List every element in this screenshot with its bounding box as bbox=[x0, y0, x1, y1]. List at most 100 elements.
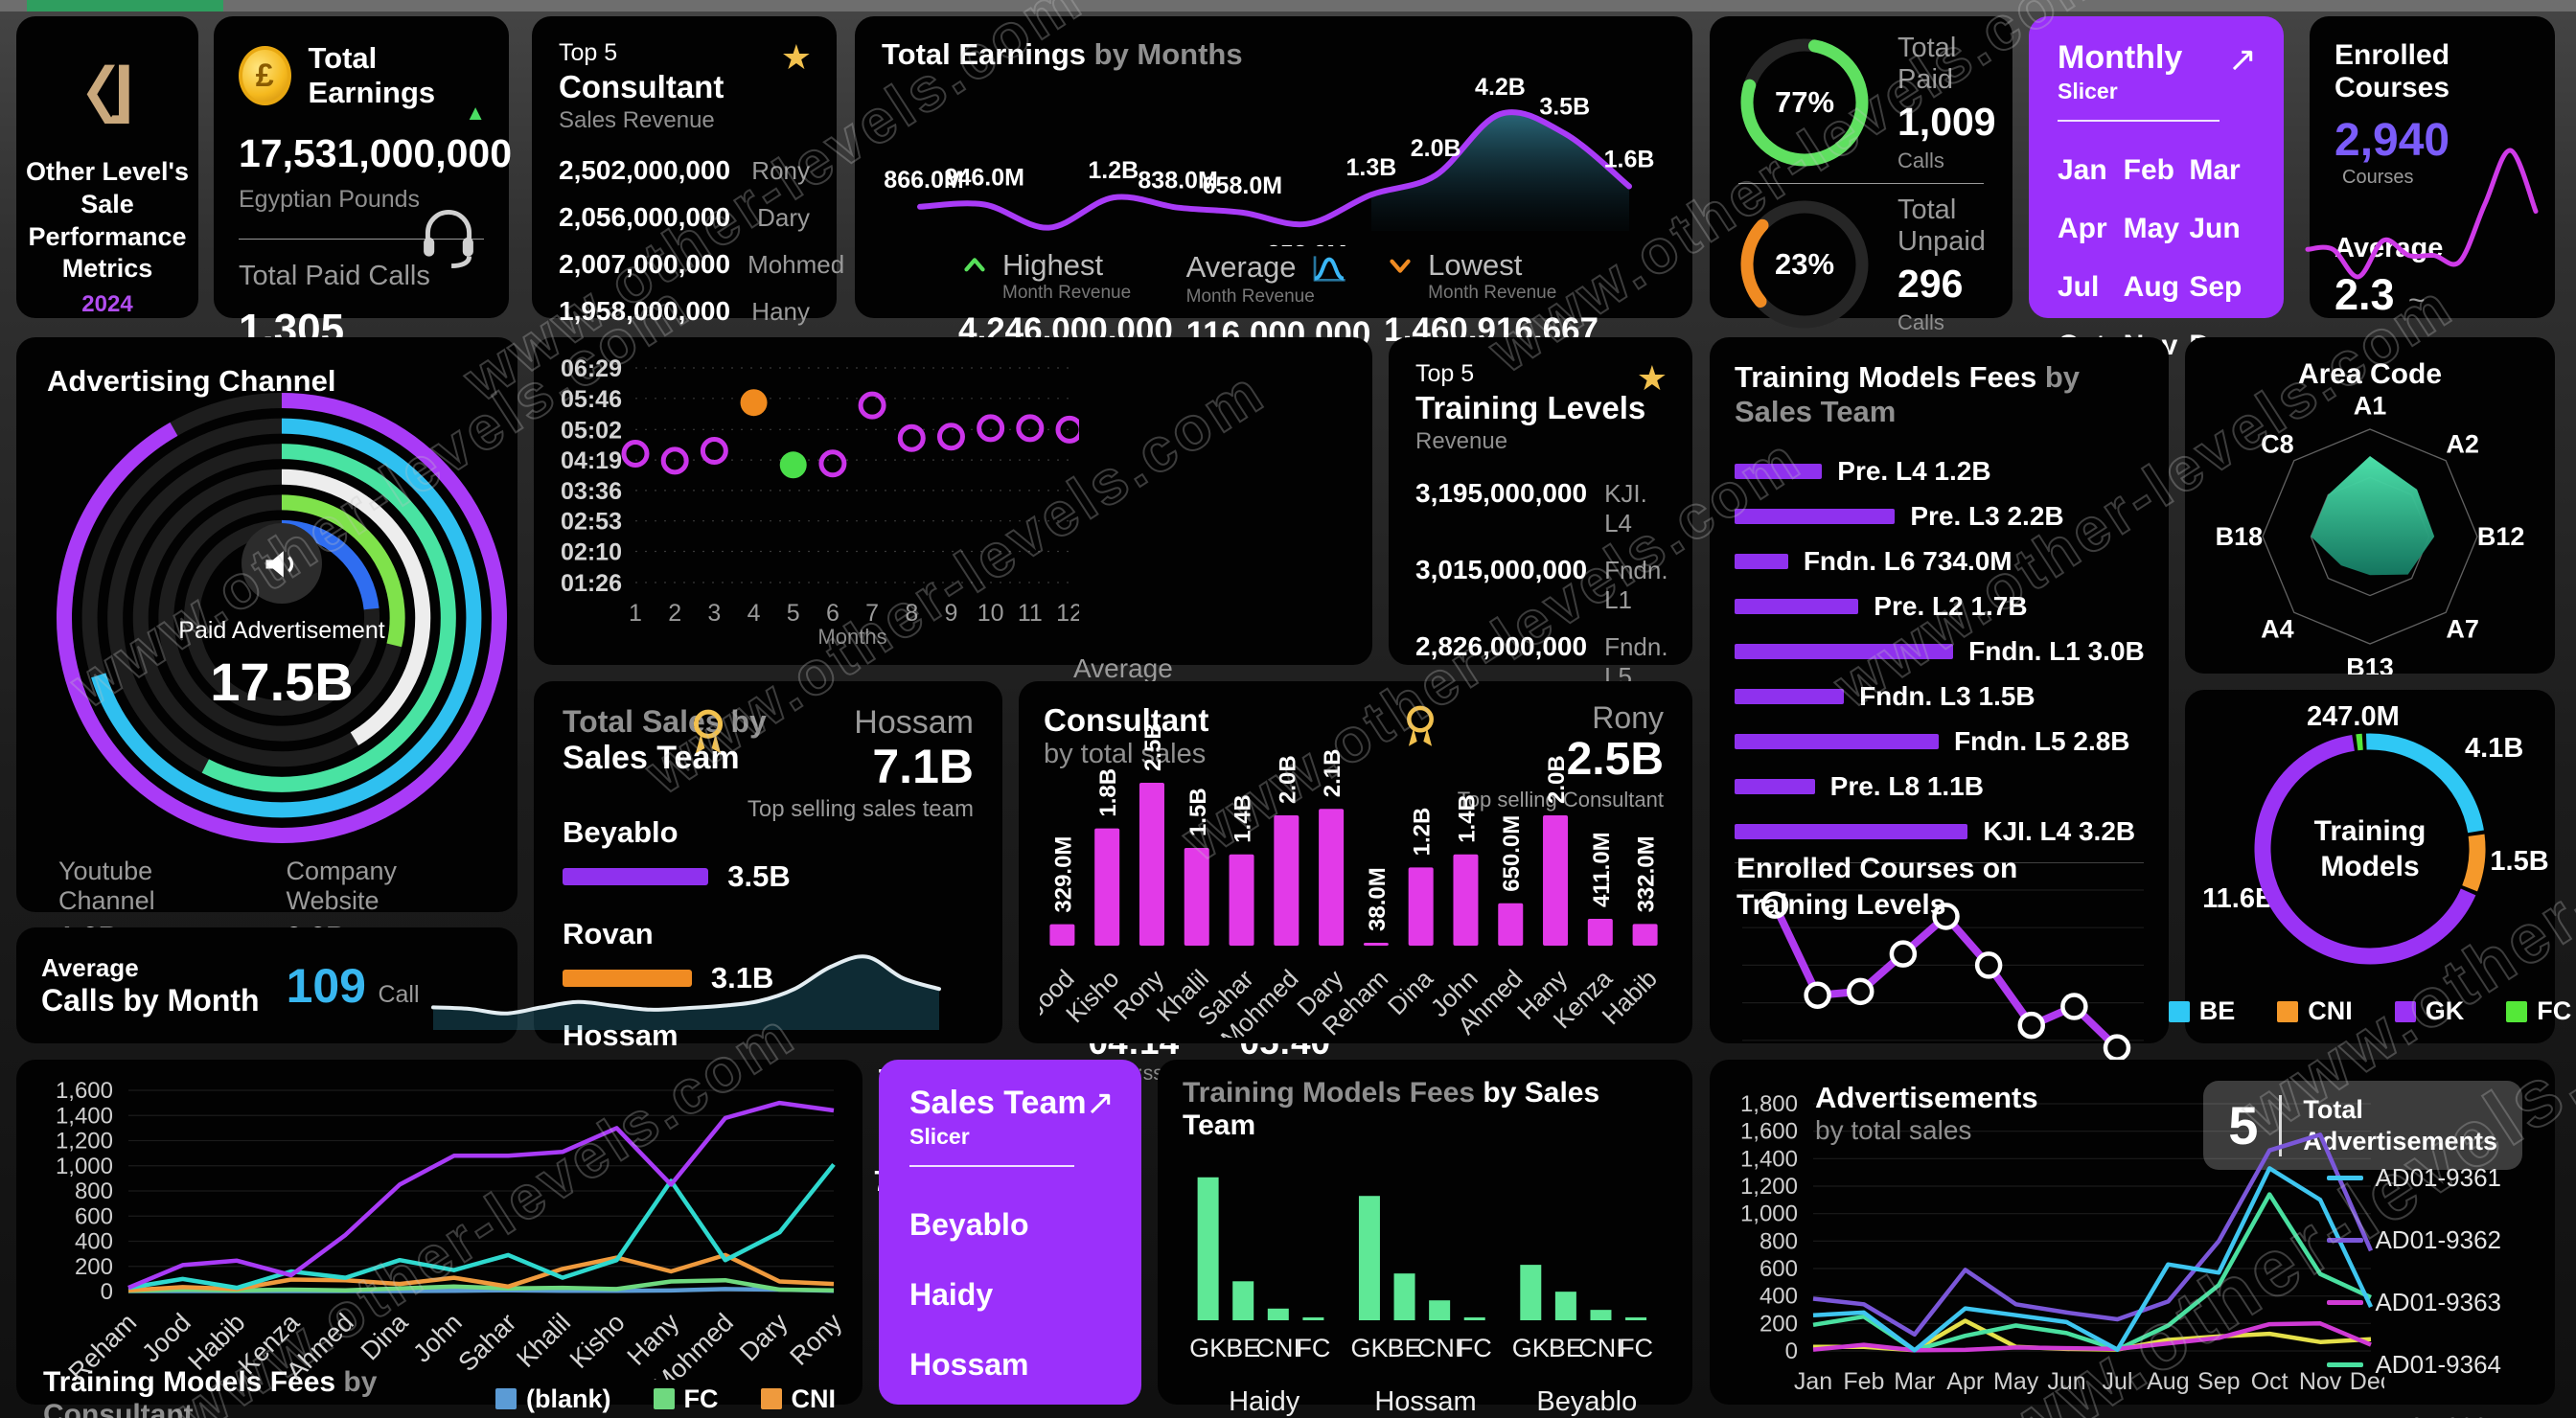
ads-line-chart: 0 200 400 600 800 1,000 1,200 1,400 1,600 1,800 Ja… bbox=[1733, 1088, 2392, 1397]
bar-label: Fndn. L5 2.8B bbox=[1953, 726, 2130, 756]
chevron-down-icon bbox=[1390, 259, 1411, 273]
star-icon: ★ bbox=[780, 37, 812, 77]
star-icon: ★ bbox=[1636, 358, 1668, 398]
month-option-may[interactable]: May bbox=[2124, 213, 2190, 245]
bar-label: Fndn. L6 734.0M bbox=[1803, 546, 2012, 576]
bar bbox=[1735, 509, 1896, 524]
legend-item: CNI bbox=[2277, 996, 2353, 1026]
total-earnings-card: £ Total Earnings ▲ 17,531,000,000 Egypti… bbox=[214, 16, 512, 386]
svg-text:Jan: Jan bbox=[1794, 1368, 1832, 1395]
month-option-mar[interactable]: Mar bbox=[2189, 154, 2255, 187]
svg-text:329.0M: 329.0M bbox=[1050, 836, 1076, 913]
monthly-slicer-panel: ↗ Monthly Slicer Jan Feb Mar Apr May Jun Jul Au… bbox=[2029, 16, 2284, 361]
item-name: Dary bbox=[757, 203, 810, 232]
month-option-feb[interactable]: Feb bbox=[2124, 154, 2190, 187]
svg-text:Reham: Reham bbox=[62, 1308, 142, 1380]
svg-text:11: 11 bbox=[1018, 600, 1043, 627]
chart-legend: (blank) FC CNI bbox=[494, 1384, 836, 1414]
svg-text:1,600: 1,600 bbox=[56, 1078, 113, 1104]
year-label: 2024 bbox=[81, 291, 133, 317]
expand-arrow-icon[interactable]: ↗ bbox=[1085, 1083, 1115, 1122]
svg-text:1: 1 bbox=[629, 600, 642, 627]
svg-text:A2: A2 bbox=[2446, 429, 2479, 458]
team-name: Beyablo bbox=[563, 815, 678, 849]
avg-calls-panel: Average Calls by Month 109 Call bbox=[16, 927, 941, 1043]
svg-text:9: 9 bbox=[945, 600, 958, 627]
panel-title: Consultant bbox=[559, 69, 724, 104]
training-models-panel: Training Models 247.0M 4.1B 1.5B 11.6B BE CNI… bbox=[2168, 690, 2571, 1043]
svg-text:02:10: 02:10 bbox=[561, 538, 622, 565]
fees-grouped-panel: Training Models Fees by Sales Team GK BE C… bbox=[1158, 1060, 1692, 1417]
avg-label-2: Calls by Month bbox=[41, 982, 260, 1018]
paid-gauge: 77% bbox=[1733, 31, 1876, 174]
month-option-jan[interactable]: Jan bbox=[2058, 154, 2124, 187]
donut-legend: BE CNI GK FC bbox=[2168, 996, 2571, 1026]
avg-calls-value: 109 bbox=[286, 958, 366, 1013]
pound-coin-icon: £ bbox=[239, 46, 291, 105]
panel-title: Training Models Fees by Consultant bbox=[43, 1366, 378, 1418]
bar-label: Pre. L8 1.1B bbox=[1829, 771, 1984, 801]
training-models-donut: Training Models 247.0M 4.1B 1.5B 11.6B bbox=[2202, 701, 2549, 991]
panel-title: Enrolled Courses bbox=[2334, 39, 2450, 103]
svg-text:1.8B: 1.8B bbox=[1095, 768, 1121, 817]
enrolled-value: 2,940 bbox=[2334, 115, 2450, 166]
legend-item: FC bbox=[2506, 996, 2571, 1026]
month-option-sep[interactable]: Sep bbox=[2189, 271, 2255, 304]
slicer-title: Sales Team bbox=[909, 1085, 1087, 1121]
month-option-apr[interactable]: Apr bbox=[2058, 213, 2124, 245]
team-slicer-list: BeyabloHaidyHossamRovan bbox=[909, 1207, 1111, 1418]
company-logo-icon bbox=[86, 64, 129, 124]
svg-text:4: 4 bbox=[748, 600, 761, 627]
team-sales-row: Beyablo 3.5B bbox=[563, 815, 974, 894]
bar-label: Pre. L3 2.2B bbox=[1910, 501, 2064, 531]
svg-text:Sahar: Sahar bbox=[452, 1308, 521, 1377]
month-option-jul[interactable]: Jul bbox=[2058, 271, 2124, 304]
svg-text:Beyablo: Beyablo bbox=[1536, 1386, 1637, 1417]
ads-legend: AD01-9361 AD01-9362 AD01-9363 AD01-9364 AD01… bbox=[2327, 1163, 2501, 1418]
average-value: 2.3 bbox=[2334, 270, 2395, 319]
item-name: Mohmed bbox=[748, 250, 845, 279]
list-item: 3,195,000,000 KJI. L4 bbox=[1415, 478, 1666, 538]
data-label: 116.0M bbox=[1010, 245, 1089, 246]
list-item: 2,056,000,000 Dary bbox=[559, 202, 810, 233]
svg-text:0: 0 bbox=[101, 1279, 113, 1305]
bell-curve-icon bbox=[1313, 256, 1346, 282]
unpaid-label: Total Unpaid bbox=[1898, 194, 1986, 257]
fees-hbar-chart: Pre. L4 1.2B Pre. L3 2.2B Fndn. L6 734.0M P… bbox=[1735, 456, 2145, 847]
bar-label: KJI. L4 3.2B bbox=[1983, 816, 2136, 846]
fees-bar-row: Fndn. L5 2.8B bbox=[1735, 726, 2144, 757]
team-option-beyablo[interactable]: Beyablo bbox=[909, 1207, 1029, 1242]
team-option-haidy[interactable]: Haidy bbox=[909, 1277, 994, 1312]
legend-item: AD01-9362 bbox=[2327, 1225, 2501, 1255]
bar-label: Fndn. L1 3.0B bbox=[1968, 636, 2145, 666]
svg-text:800: 800 bbox=[1760, 1228, 1798, 1254]
svg-text:1.4B: 1.4B bbox=[1454, 794, 1480, 843]
bar-label: Pre. L4 1.2B bbox=[1837, 456, 1991, 486]
paid-percent: 77% bbox=[1774, 85, 1835, 119]
top-strip-progress bbox=[27, 0, 223, 11]
slicer-subtitle: Slicer bbox=[909, 1124, 970, 1149]
earnings-value: 17,531,000,000 bbox=[239, 131, 512, 175]
svg-text:Haidy: Haidy bbox=[1229, 1386, 1300, 1417]
month-option-aug[interactable]: Aug bbox=[2124, 271, 2190, 304]
svg-text:Apr: Apr bbox=[1946, 1368, 1984, 1395]
legend-item: AD01-9364 bbox=[2327, 1350, 2501, 1380]
advertising-channel-panel: Advertising Channel Paid Advertisement 1… bbox=[16, 337, 518, 1139]
expand-arrow-icon[interactable]: ↗ bbox=[2227, 39, 2257, 79]
svg-text:Hossam: Hossam bbox=[1374, 1386, 1476, 1417]
card-title: Total Earnings bbox=[308, 41, 436, 109]
month-option-jun[interactable]: Jun bbox=[2189, 213, 2255, 245]
svg-text:1.4B: 1.4B bbox=[1230, 794, 1256, 843]
data-label: 3.5B bbox=[1539, 93, 1590, 120]
panel-title: Training Levels bbox=[1415, 390, 1646, 425]
data-label: 946.0M bbox=[945, 165, 1024, 192]
svg-text:411.0M: 411.0M bbox=[1589, 832, 1615, 907]
donut-value-label: 4.1B bbox=[2465, 732, 2524, 764]
svg-text:Months: Months bbox=[817, 625, 886, 649]
top-strip bbox=[0, 0, 2576, 11]
panel-subtitle: by total sales bbox=[1815, 1115, 1972, 1145]
area-code-panel: Area Code A1 A2 B12 A7 B13 A4 B18 C8 bbox=[2185, 337, 2555, 682]
team-option-hossam[interactable]: Hossam bbox=[909, 1347, 1029, 1382]
